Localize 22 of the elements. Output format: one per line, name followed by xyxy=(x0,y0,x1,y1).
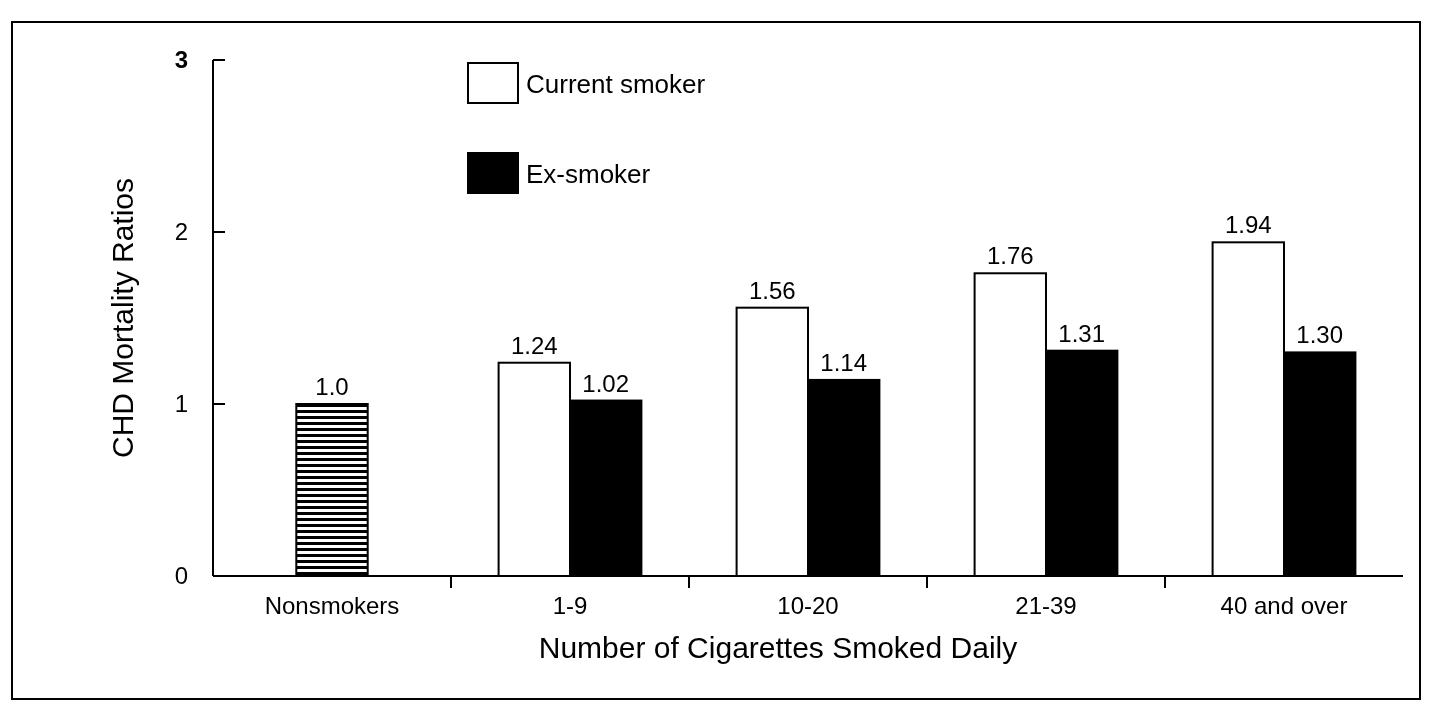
y-tick-label: 3 xyxy=(174,46,188,73)
y-tick-label: 2 xyxy=(174,218,188,245)
data-label: 1.56 xyxy=(748,276,796,304)
y-tick-label: 1 xyxy=(174,390,188,417)
x-tick-label: 1-9 xyxy=(552,592,588,619)
data-label: 1.30 xyxy=(1296,321,1344,349)
data-label: 1.31 xyxy=(1058,319,1106,347)
data-label: 1.0 xyxy=(315,373,349,400)
x-tick-label: Nonsmokers xyxy=(264,592,400,619)
data-label: 1.94 xyxy=(1224,211,1272,239)
data-label: 1.14 xyxy=(820,348,868,376)
y-axis-title: CHD Mortality Ratios xyxy=(106,177,139,459)
x-axis-title: Number of Cigarettes Smoked Daily xyxy=(538,631,1018,664)
legend-label: Current smoker xyxy=(526,69,706,99)
legend-label: Ex-smoker xyxy=(526,159,651,189)
y-tick-label: 0 xyxy=(174,562,188,589)
data-label: 1.02 xyxy=(582,369,630,397)
x-tick-label: 10-20 xyxy=(777,592,839,619)
data-label: 1.24 xyxy=(510,331,558,359)
x-tick-label: 21-39 xyxy=(1015,592,1077,619)
x-tick-label: 40 and over xyxy=(1220,592,1348,619)
data-label: 1.76 xyxy=(986,242,1034,270)
